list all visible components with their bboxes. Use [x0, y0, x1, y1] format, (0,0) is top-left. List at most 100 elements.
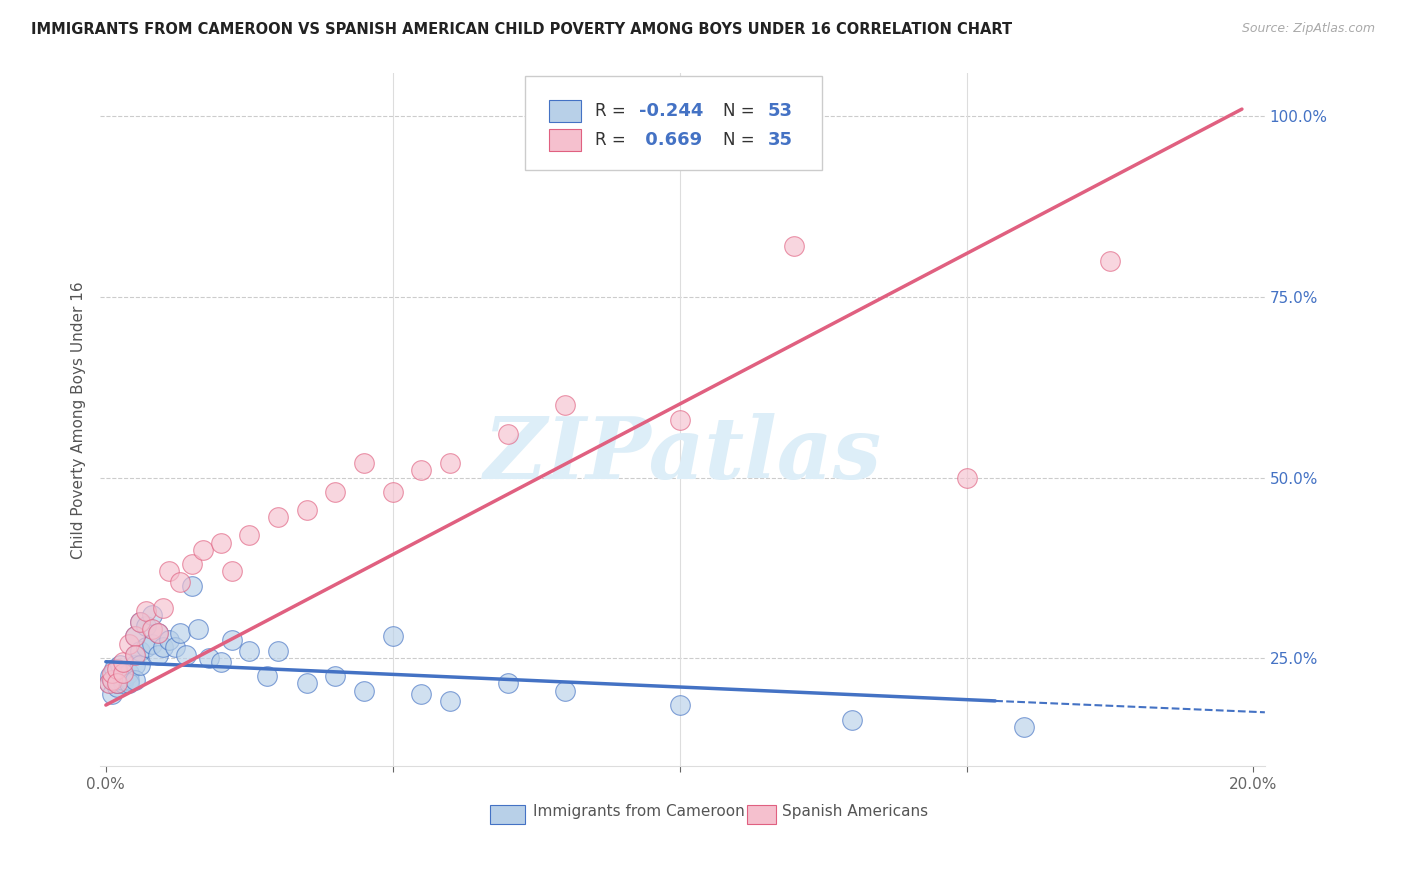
- Point: [554, 398, 576, 412]
- Text: Source: ZipAtlas.com: Source: ZipAtlas.com: [1241, 22, 1375, 36]
- Point: [221, 633, 243, 648]
- Point: [381, 630, 404, 644]
- Point: [169, 575, 191, 590]
- Point: [141, 622, 163, 636]
- Point: [411, 687, 433, 701]
- Point: [129, 644, 152, 658]
- Text: ZIPatlas: ZIPatlas: [484, 413, 882, 496]
- Point: [496, 427, 519, 442]
- Point: [174, 648, 197, 662]
- Text: 53: 53: [768, 102, 793, 120]
- Point: [124, 630, 146, 644]
- Point: [105, 680, 128, 694]
- Point: [496, 676, 519, 690]
- Point: [157, 565, 180, 579]
- Point: [100, 687, 122, 701]
- Point: [381, 485, 404, 500]
- Text: 0.669: 0.669: [640, 131, 703, 149]
- Point: [783, 239, 806, 253]
- Point: [112, 673, 135, 687]
- Point: [238, 644, 260, 658]
- Point: [112, 655, 135, 669]
- Point: [105, 676, 128, 690]
- Point: [103, 662, 125, 676]
- Point: [163, 640, 186, 655]
- Text: R =: R =: [595, 102, 631, 120]
- Point: [169, 625, 191, 640]
- Point: [181, 558, 204, 572]
- Point: [97, 676, 120, 690]
- FancyBboxPatch shape: [491, 805, 526, 824]
- Point: [209, 535, 232, 549]
- Text: -0.244: -0.244: [640, 102, 704, 120]
- Point: [135, 618, 157, 632]
- Point: [118, 665, 141, 680]
- Point: [146, 625, 169, 640]
- FancyBboxPatch shape: [747, 805, 776, 824]
- Point: [221, 565, 243, 579]
- Point: [1012, 720, 1035, 734]
- Point: [668, 413, 690, 427]
- Point: [124, 648, 146, 662]
- Point: [124, 630, 146, 644]
- Point: [135, 604, 157, 618]
- Point: [105, 662, 128, 676]
- Point: [115, 669, 138, 683]
- Point: [141, 637, 163, 651]
- Text: N =: N =: [723, 131, 761, 149]
- Point: [325, 669, 347, 683]
- Point: [841, 713, 863, 727]
- Point: [124, 658, 146, 673]
- Point: [112, 669, 135, 683]
- Point: [238, 528, 260, 542]
- Point: [100, 669, 122, 683]
- Point: [353, 683, 375, 698]
- Point: [129, 658, 152, 673]
- Point: [146, 625, 169, 640]
- Point: [118, 673, 141, 687]
- Point: [146, 648, 169, 662]
- Point: [152, 600, 174, 615]
- Point: [353, 456, 375, 470]
- Text: 35: 35: [768, 131, 793, 149]
- Point: [295, 676, 318, 690]
- Point: [267, 644, 290, 658]
- Point: [135, 640, 157, 655]
- Point: [108, 658, 131, 673]
- Text: IMMIGRANTS FROM CAMEROON VS SPANISH AMERICAN CHILD POVERTY AMONG BOYS UNDER 16 C: IMMIGRANTS FROM CAMEROON VS SPANISH AMER…: [31, 22, 1012, 37]
- Point: [100, 665, 122, 680]
- Point: [439, 694, 461, 708]
- Point: [187, 622, 209, 636]
- Point: [198, 651, 221, 665]
- Point: [157, 633, 180, 648]
- Point: [141, 607, 163, 622]
- Text: Spanish Americans: Spanish Americans: [782, 804, 928, 819]
- FancyBboxPatch shape: [548, 129, 581, 152]
- FancyBboxPatch shape: [548, 100, 581, 122]
- Point: [955, 470, 977, 484]
- Point: [129, 615, 152, 629]
- Point: [105, 676, 128, 690]
- FancyBboxPatch shape: [526, 77, 823, 170]
- Point: [105, 673, 128, 687]
- Point: [124, 673, 146, 687]
- Point: [118, 676, 141, 690]
- Point: [129, 615, 152, 629]
- Point: [295, 503, 318, 517]
- Point: [325, 485, 347, 500]
- Text: Immigrants from Cameroon: Immigrants from Cameroon: [533, 804, 745, 819]
- Point: [152, 640, 174, 655]
- Point: [112, 665, 135, 680]
- Point: [97, 676, 120, 690]
- Point: [193, 542, 215, 557]
- Point: [100, 673, 122, 687]
- Y-axis label: Child Poverty Among Boys Under 16: Child Poverty Among Boys Under 16: [72, 281, 86, 558]
- Point: [439, 456, 461, 470]
- Point: [181, 579, 204, 593]
- Text: N =: N =: [723, 102, 761, 120]
- Point: [668, 698, 690, 712]
- Point: [124, 648, 146, 662]
- Point: [554, 683, 576, 698]
- Text: R =: R =: [595, 131, 631, 149]
- Point: [267, 510, 290, 524]
